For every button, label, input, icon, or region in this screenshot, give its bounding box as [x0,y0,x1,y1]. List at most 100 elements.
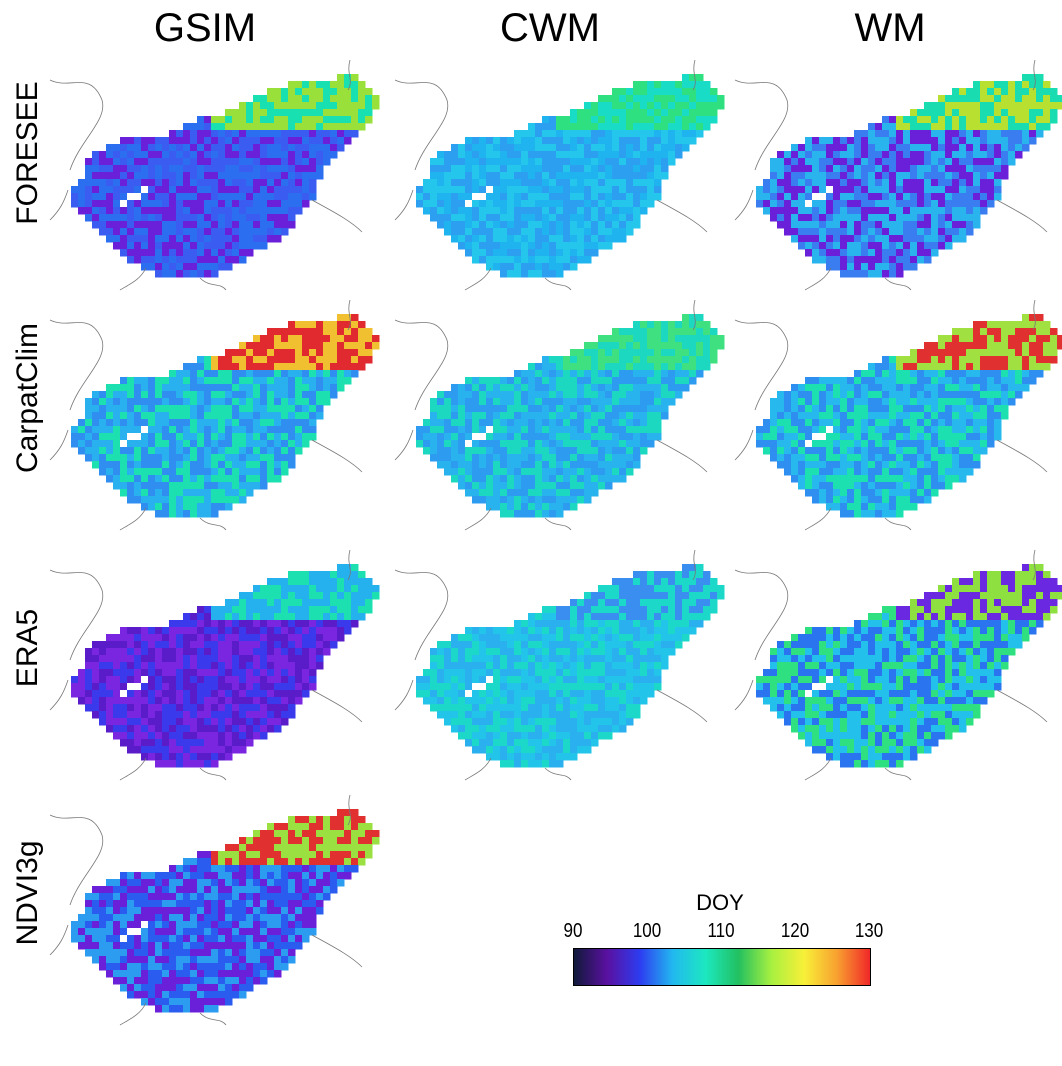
map-cell [218,454,226,462]
map-cell [812,179,820,187]
map-cell [640,200,648,208]
map-cell [924,172,932,180]
map-cell [570,130,578,138]
map-cell [847,158,855,166]
map-cell [225,384,233,392]
map-cell [612,377,620,385]
map-cell [493,482,501,490]
map-cell [563,256,571,264]
map-cell [826,193,834,201]
map-cell [141,641,149,649]
map-cell [106,433,114,441]
map-cell [647,81,655,89]
map-cell [127,228,135,236]
map-cell [260,662,268,670]
map-cell [640,440,648,448]
map-cell [106,398,114,406]
map-cell [577,482,585,490]
map-cell [113,165,121,173]
map-cell [211,634,219,642]
map-cell [549,249,557,257]
map-cell [605,342,613,350]
map-cell [92,648,100,656]
map-cell [253,440,261,448]
map-cell [889,200,897,208]
map-cell [211,370,219,378]
map-cell [302,592,310,600]
map-cell [225,412,233,420]
map-cell [253,214,261,222]
map-cell [155,669,163,677]
map-cell [218,620,226,628]
map-cell [696,328,704,336]
river-line [1032,59,1036,91]
map-cell [316,342,324,350]
map-cell [896,151,904,159]
map-cell [994,405,1002,413]
map-cell [917,475,925,483]
map-cell [868,461,876,469]
map-cell [917,193,925,201]
map-cell [805,419,813,427]
map-cell [777,419,785,427]
map-cell [570,398,578,406]
map-cell [507,249,515,257]
map-cell [260,172,268,180]
map-cell [584,179,592,187]
map-cell [113,683,121,691]
map-cell [155,461,163,469]
map-cell [577,384,585,392]
map-cell [316,123,324,131]
map-cell [1022,328,1030,336]
map-cell [542,158,550,166]
map-cell [197,503,205,511]
map-cell [896,503,904,511]
map-cell [605,447,613,455]
map-cell [92,655,100,663]
map-cell [626,391,634,399]
map-cell [640,377,648,385]
map-cell [570,440,578,448]
map-cell [127,137,135,145]
map-cell [521,228,529,236]
map-cell [155,489,163,497]
map-cell [875,475,883,483]
map-cell [316,137,324,145]
map-cell [903,447,911,455]
map-cell [640,193,648,201]
map-cell [295,426,303,434]
map-cell [71,193,79,201]
map-cell [833,263,841,271]
map-cell [260,109,268,117]
map-cell [556,249,564,257]
map-cell [1050,328,1058,336]
map-cell [190,123,198,131]
map-cell [612,130,620,138]
map-cell [626,137,634,145]
map-cell [155,454,163,462]
map-cell [514,405,522,413]
map-cell [791,405,799,413]
map-cell [274,412,282,420]
map-cell [479,384,487,392]
map-cell [633,419,641,427]
map-cell [246,235,254,243]
map-cell [966,95,974,103]
map-cell [805,207,813,215]
map-cell [204,447,212,455]
map-cell [190,370,198,378]
map-cell [316,585,324,593]
map-cell [647,151,655,159]
map-cell [295,571,303,579]
map-cell [945,179,953,187]
map-cell [556,186,564,194]
map-cell [113,235,121,243]
map-cell [120,172,128,180]
map-cell [987,405,995,413]
map-cell [647,137,655,145]
map-cell [861,249,869,257]
map-cell [647,179,655,187]
map-cell [211,235,219,243]
map-cell [598,377,606,385]
map-cell [183,461,191,469]
